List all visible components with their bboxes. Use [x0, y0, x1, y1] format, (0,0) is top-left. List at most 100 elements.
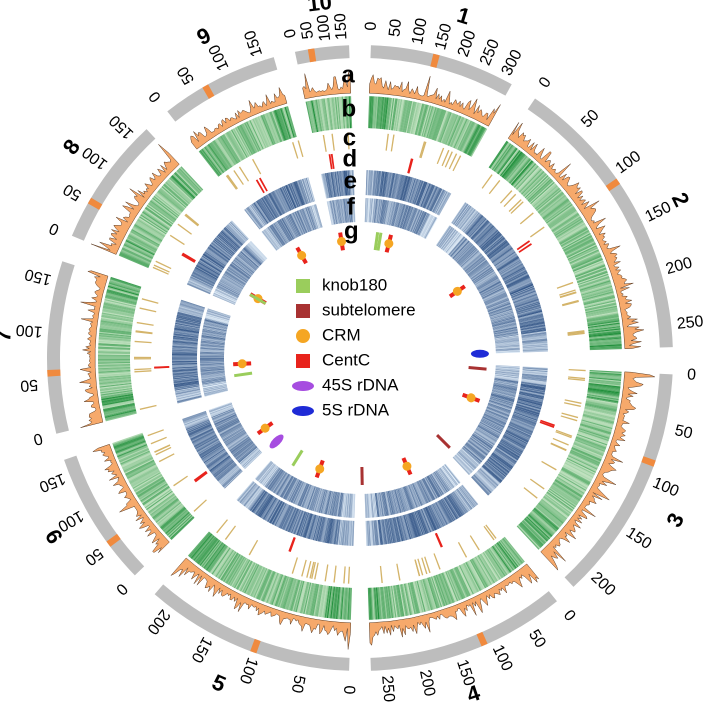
blue-bin [521, 335, 547, 339]
blue-bin [204, 251, 226, 267]
green-bin [575, 436, 607, 449]
blue-bin [218, 233, 239, 251]
blue-bin [264, 195, 279, 218]
blue-bin [268, 500, 282, 523]
blue-bin [489, 309, 513, 318]
blue-bin [454, 455, 473, 473]
blue-bin [408, 208, 419, 232]
green-bin [126, 237, 156, 254]
green-bin [495, 543, 515, 571]
green-bin [506, 155, 528, 182]
green-bin [563, 463, 593, 480]
blue-bin [418, 182, 429, 207]
green-bin [589, 375, 622, 379]
blue-bin [200, 347, 225, 350]
blue-bin [376, 170, 380, 196]
blue-bin [463, 254, 483, 271]
green-bin [162, 509, 188, 532]
blue-bin [291, 182, 302, 207]
green-bin [453, 567, 468, 598]
blue-bin [481, 285, 503, 297]
blue-bin [464, 255, 484, 272]
green-bin [581, 417, 614, 428]
tick-label: 0 [47, 219, 62, 238]
blue-bin [516, 404, 541, 413]
tick-label: 150 [106, 111, 137, 142]
blue-bin [330, 200, 336, 225]
blue-bin [323, 517, 329, 543]
blue-bin [219, 465, 239, 484]
track-e-blue-heatmap [172, 170, 548, 546]
green-bin [527, 178, 552, 202]
blue-bin [294, 211, 305, 235]
blue-bin [458, 450, 478, 468]
blue-bin [348, 198, 352, 223]
blue-bin [515, 301, 540, 310]
blue-bin [173, 334, 199, 339]
blue-bin [477, 426, 499, 440]
blue-bin [342, 170, 346, 196]
blue-bin [330, 200, 336, 225]
blue-bin [254, 492, 269, 514]
blue-bin [480, 231, 500, 250]
green-bin [330, 97, 336, 130]
tan-mark [420, 141, 427, 159]
blue-bin [224, 271, 246, 286]
blue-bin [385, 172, 391, 198]
green-bin [140, 483, 168, 502]
blue-bin [184, 416, 209, 427]
green-bin [98, 357, 131, 360]
blue-bin [371, 493, 375, 518]
blue-bin [217, 285, 239, 297]
blue-bin [269, 500, 283, 524]
green-bin [410, 102, 420, 134]
green-bin [562, 233, 592, 251]
crm-centc-marker [384, 234, 394, 253]
blue-bin [223, 428, 245, 443]
blue-bin [399, 204, 407, 228]
blue-bin [419, 183, 430, 207]
blue-bin [409, 178, 419, 204]
crm-marker [402, 461, 412, 471]
blue-bin [414, 511, 424, 536]
blue-bin [457, 207, 474, 228]
blue-bin [488, 306, 512, 315]
green-bin [231, 128, 249, 158]
blue-bin [489, 243, 510, 260]
green-bin [251, 567, 266, 597]
blue-bin [474, 224, 494, 243]
blue-bin [216, 286, 239, 298]
green-bin [587, 391, 620, 399]
tan-mark [331, 133, 335, 151]
tick-label: 50 [19, 376, 38, 394]
blue-bin [433, 471, 448, 493]
green-bin [533, 508, 559, 531]
blue-bin [374, 493, 378, 518]
green-bin [259, 115, 274, 146]
green-bin [342, 587, 346, 620]
blue-bin [273, 190, 287, 214]
green-bin [497, 541, 518, 569]
blue-bin [512, 290, 536, 301]
green-bin [442, 572, 455, 603]
blue-bin [287, 215, 299, 237]
blue-bin [522, 374, 548, 378]
green-bin [250, 119, 265, 150]
blue-bin [183, 414, 208, 425]
blue-bin [484, 412, 507, 423]
green-bin [562, 465, 592, 483]
blue-bin [296, 482, 307, 506]
crm-centc-marker [337, 232, 347, 251]
green-bin [444, 571, 458, 602]
blue-bin [286, 184, 298, 208]
green-bin [581, 420, 613, 431]
blue-bin [440, 229, 456, 250]
blue-bin [309, 487, 318, 511]
blue-bin [439, 468, 455, 488]
blue-bin [231, 261, 252, 277]
blue-bin [350, 198, 353, 223]
blue-bin [277, 188, 290, 212]
green-bin [380, 586, 386, 619]
blue-bin [472, 434, 493, 449]
green-bin [400, 584, 408, 616]
